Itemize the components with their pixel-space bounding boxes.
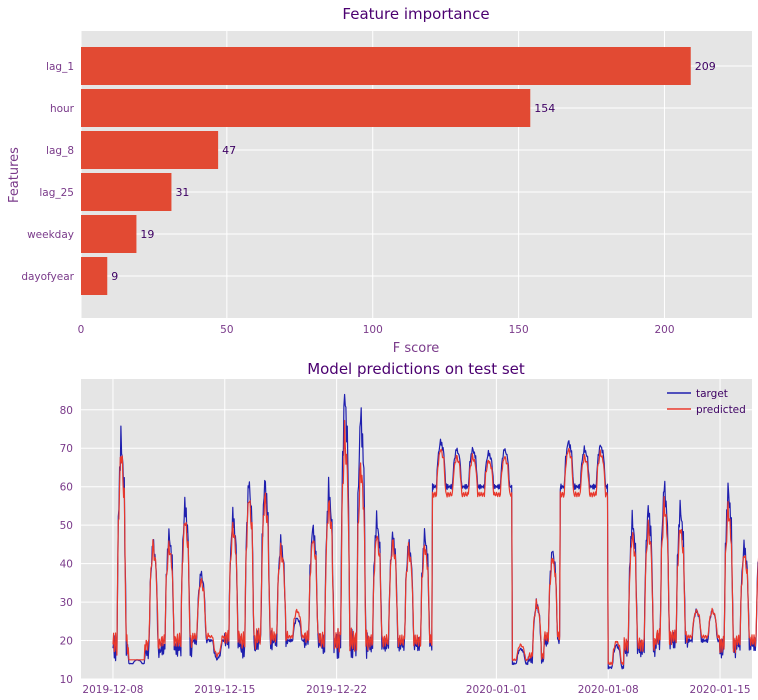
x-tick-label: 2020-01-08: [578, 684, 639, 696]
y-tick-label: weekday: [27, 229, 74, 241]
series-lines: [112, 393, 758, 670]
gridlines: [81, 379, 752, 680]
y-tick-label: 20: [60, 636, 73, 648]
y-tick-label: lag_8: [46, 145, 74, 157]
y-tick-label: lag_1: [46, 61, 74, 73]
legend: target predicted: [667, 388, 746, 416]
y-tick-label: lag_25: [39, 187, 74, 199]
bars: [81, 47, 691, 295]
x-tick-label: 150: [509, 324, 529, 336]
bar-value-label: 47: [222, 144, 236, 157]
y-axis-label: Features: [7, 147, 22, 203]
bar-value-label: 31: [175, 186, 189, 199]
y-tick-label: 30: [60, 597, 73, 609]
x-tick-label: 2019-12-08: [82, 684, 143, 696]
x-tick-label: 200: [654, 324, 674, 336]
x-tick-label: 0: [78, 324, 85, 336]
bar-hour: [81, 89, 531, 127]
y-tick-label: hour: [50, 103, 75, 115]
y-tick-label: dayofyear: [21, 271, 74, 283]
bar-lag_1: [81, 47, 691, 85]
chart-title: Feature importance: [342, 5, 489, 23]
x-tick-label: 50: [220, 324, 233, 336]
legend-label-predicted: predicted: [696, 404, 746, 416]
bar-weekday: [81, 215, 137, 253]
plot-background: [81, 379, 752, 679]
y-tick-label: 70: [60, 443, 73, 455]
y-tick-label: 40: [60, 559, 73, 571]
y-tick-label: 50: [60, 520, 73, 532]
bar-lag_8: [81, 131, 219, 169]
y-tick-label: 10: [60, 674, 73, 686]
tick-labels: 10 20 30 40 50 60 70 80 2019-12-08 2019-12-15 2019…: [60, 405, 751, 696]
y-tick-label: 60: [60, 482, 73, 494]
tick-labels: 0 50 100 150 200 209 lag_1 154 hour 47 lag_8 31 lag_…: [21, 60, 715, 336]
bar-dayofyear: [81, 257, 108, 295]
bar-value-label: 9: [111, 270, 118, 283]
feature-importance-panel: 0 50 100 150 200 209 lag_1 154 hour 47 lag_8 31 lag_…: [7, 5, 752, 356]
x-axis-label: F score: [393, 341, 440, 356]
x-tick-label: 2019-12-22: [306, 684, 367, 696]
y-tick-label: 80: [60, 405, 73, 417]
series-line-predicted: [112, 419, 758, 666]
x-tick-label: 2020-01-01: [466, 684, 527, 696]
bar-value-label: 19: [140, 228, 154, 241]
bar-lag_25: [81, 173, 172, 211]
x-tick-label: 100: [363, 324, 383, 336]
x-tick-label: 2020-01-15: [690, 684, 751, 696]
x-tick-label: 2019-12-15: [194, 684, 255, 696]
bar-value-label: 209: [695, 60, 716, 73]
legend-label-target: target: [696, 388, 728, 400]
chart-title: Model predictions on test set: [307, 360, 525, 378]
predictions-panel: 10 20 30 40 50 60 70 80 2019-12-08 2019-12-15 2019…: [60, 360, 758, 696]
bar-value-label: 154: [534, 102, 555, 115]
